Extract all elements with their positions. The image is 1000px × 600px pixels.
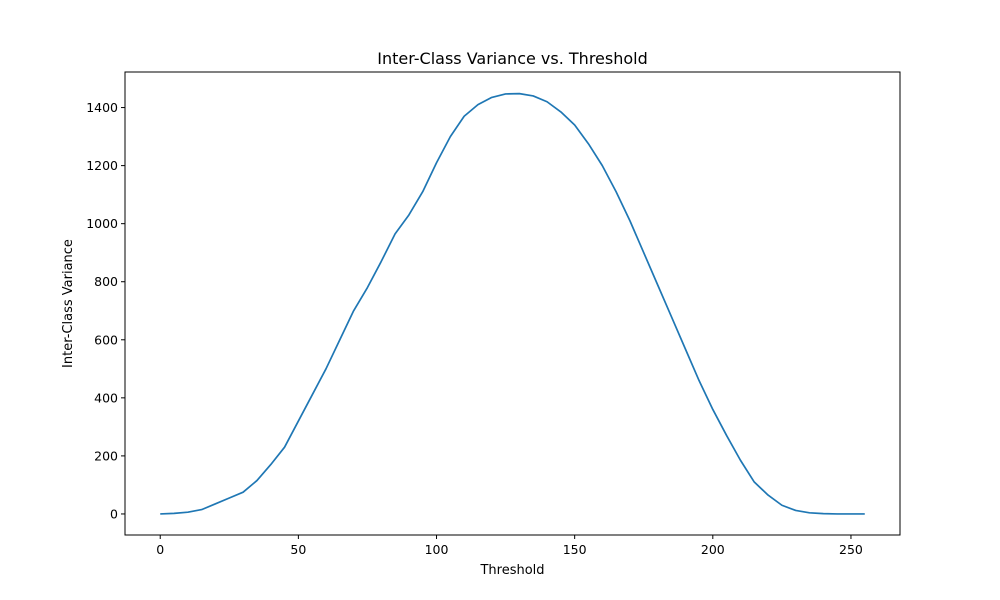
y-axis-ticks: 0 200 400 600 800 1000 1200 1400 (86, 100, 125, 521)
x-tick-label: 0 (156, 542, 164, 557)
x-tick-label: 250 (839, 542, 863, 557)
x-tick-label: 150 (563, 542, 587, 557)
x-tick-label: 50 (290, 542, 306, 557)
plot-frame (124, 71, 901, 536)
x-axis-label: Threshold (479, 563, 544, 578)
y-tick-label: 400 (94, 390, 118, 405)
y-tick-label: 800 (94, 274, 118, 289)
y-tick-label: 1200 (86, 158, 118, 173)
y-tick-label: 0 (110, 506, 118, 521)
x-tick-label: 200 (701, 542, 725, 557)
x-axis-ticks: 0 50 100 150 200 250 (156, 535, 863, 557)
x-tick-label: 100 (425, 542, 449, 557)
plot-series (160, 92, 865, 515)
y-tick-label: 600 (94, 332, 118, 347)
y-tick-label: 1400 (86, 100, 118, 115)
y-axis-label: Inter-Class Variance (61, 239, 76, 368)
chart-title: Inter-Class Variance vs. Threshold (377, 49, 648, 68)
series-line-0 (160, 92, 865, 515)
y-tick-label: 200 (94, 448, 118, 463)
y-tick-label: 1000 (86, 216, 118, 231)
